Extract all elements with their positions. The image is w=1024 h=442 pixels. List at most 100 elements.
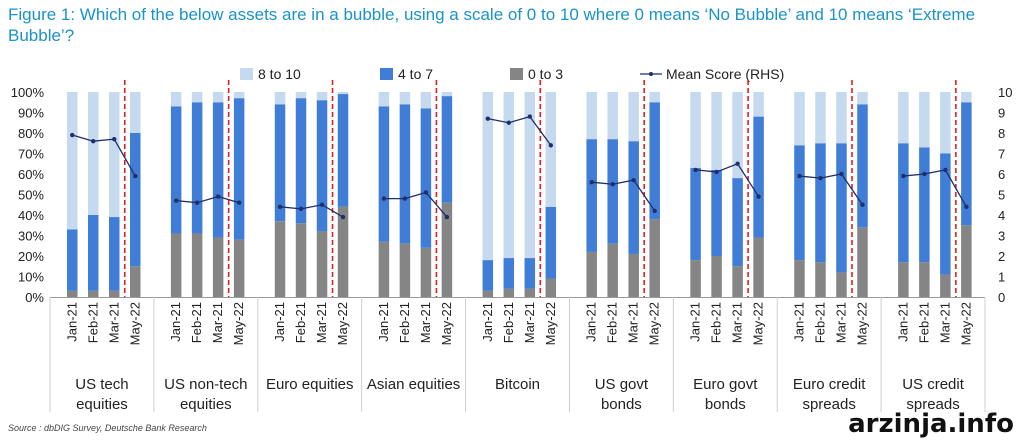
bar-8-to-10 (815, 92, 826, 144)
period-label: Jan-21 (584, 302, 599, 342)
period-label: May-22 (958, 302, 973, 345)
bar-0-to-3 (67, 290, 78, 297)
bar-4-to-7 (607, 139, 618, 244)
bar-8-to-10 (961, 92, 972, 103)
bar-8-to-10 (919, 92, 930, 148)
mean-score-point (922, 171, 927, 177)
period-dividers (123, 80, 957, 297)
mean-score-line (279, 204, 344, 218)
mean-score-point (194, 200, 200, 205)
bar-8-to-10 (732, 92, 743, 179)
mean-score-point (548, 143, 554, 148)
period-label: Mar-21 (522, 302, 537, 343)
bar-0-to-3 (732, 266, 743, 297)
bar-4-to-7 (857, 104, 868, 228)
right-axis-tick-label: 4 (998, 208, 1005, 223)
bar-8-to-10 (337, 92, 349, 95)
bar-4-to-7 (898, 143, 909, 263)
period-label: Feb-21 (189, 302, 204, 343)
period-label: May-22 (231, 302, 246, 345)
bar-0-to-3 (857, 227, 868, 297)
mean-score-point (70, 132, 75, 138)
bar-4-to-7 (836, 143, 847, 273)
legend-label-s0to3: 0 to 3 (528, 66, 563, 82)
bar-0-to-3 (586, 251, 597, 297)
bar-8-to-10 (898, 92, 909, 144)
bar-8-to-10 (857, 92, 868, 105)
bar-0-to-3 (88, 290, 99, 297)
mean-score-line (72, 134, 136, 177)
right-axis-tick-label: 8 (998, 126, 1005, 141)
bar-4-to-7 (316, 100, 328, 232)
mean-score-point (527, 114, 533, 119)
left-axis-tick-label: 50% (18, 188, 44, 203)
right-axis-tick-label: 9 (998, 106, 1005, 121)
mean-score-point (485, 116, 491, 121)
right-axis-tick-label: 10 (998, 85, 1012, 100)
mean-score-point (236, 200, 242, 205)
bar-0-to-3 (753, 237, 764, 297)
bar-0-to-3 (274, 221, 286, 297)
bar-8-to-10 (88, 92, 99, 215)
mean-score-point (610, 182, 615, 187)
bar-8-to-10 (649, 92, 660, 103)
bar-4-to-7 (649, 102, 660, 220)
legend-swatch-s8to10 (240, 68, 253, 80)
mean-score-point (735, 161, 740, 166)
bar-0-to-3 (233, 239, 245, 297)
left-axis-tick-label: 90% (18, 106, 44, 121)
category-label: equities (76, 396, 128, 413)
bar-4-to-7 (295, 98, 307, 224)
left-axis-tick-label: 30% (18, 229, 44, 244)
period-label: Feb-21 (293, 302, 308, 343)
chart-title: Figure 1: Which of the below assets are … (8, 5, 976, 45)
legend-label-mean: Mean Score (RHS) (666, 66, 784, 82)
mean-score-point (714, 169, 719, 175)
period-label: Feb-21 (812, 302, 827, 343)
bar-0-to-3 (524, 288, 536, 297)
bar-4-to-7 (191, 102, 203, 234)
bar-4-to-7 (420, 108, 432, 248)
bar-8-to-10 (420, 92, 432, 109)
chart-legend: 8 to 10 4 to 7 0 to 3 Mean Score (RHS) (240, 66, 784, 82)
axes: 0% 10% 20% 30% 40% 50% 60% 70% 80% 90% 100% 0 1 2 3 4 5 6… (11, 85, 1012, 412)
category-label: equities (180, 396, 232, 413)
mean-score-line (487, 115, 552, 146)
bar-8-to-10 (711, 92, 722, 170)
mean-score-point (901, 173, 906, 179)
period-label: May-22 (647, 302, 662, 345)
right-axis-tick-label: 7 (998, 147, 1005, 162)
category-label: US non-tech (164, 376, 247, 393)
category-label: Asian equities (367, 376, 460, 393)
mean-score-point (631, 177, 636, 183)
period-label: Feb-21 (501, 302, 516, 343)
bar-8-to-10 (316, 92, 328, 101)
bar-8-to-10 (545, 92, 557, 207)
bar-0-to-3 (545, 278, 557, 297)
bar-4-to-7 (628, 141, 639, 254)
bar-4-to-7 (524, 258, 536, 289)
mean-score-point (277, 204, 283, 209)
right-axis-tick-label: 0 (998, 290, 1005, 305)
bar-4-to-7 (815, 143, 826, 263)
mean-score-point (797, 173, 802, 179)
bar-0-to-3 (420, 247, 432, 297)
bar-0-to-3 (961, 225, 972, 297)
mean-score-point (652, 208, 657, 214)
bar-8-to-10 (628, 92, 639, 142)
bar-4-to-7 (212, 102, 224, 238)
period-label: May-22 (127, 302, 142, 345)
mean-score-point (319, 202, 325, 207)
category-labels: Jan-21 Feb-21 Mar-21 May-22 US tech equities J… (64, 302, 973, 413)
bar-8-to-10 (233, 92, 245, 99)
bar-0-to-3 (337, 206, 349, 297)
bar-0-to-3 (607, 243, 618, 297)
category-label: Bitcoin (495, 376, 540, 393)
bar-8-to-10 (794, 92, 805, 146)
mean-score-line (903, 169, 967, 208)
bar-8-to-10 (441, 92, 453, 97)
period-label: Mar-21 (314, 302, 329, 343)
category-label: Euro govt (693, 376, 758, 393)
bar-4-to-7 (88, 215, 99, 291)
bar-4-to-7 (109, 217, 120, 291)
